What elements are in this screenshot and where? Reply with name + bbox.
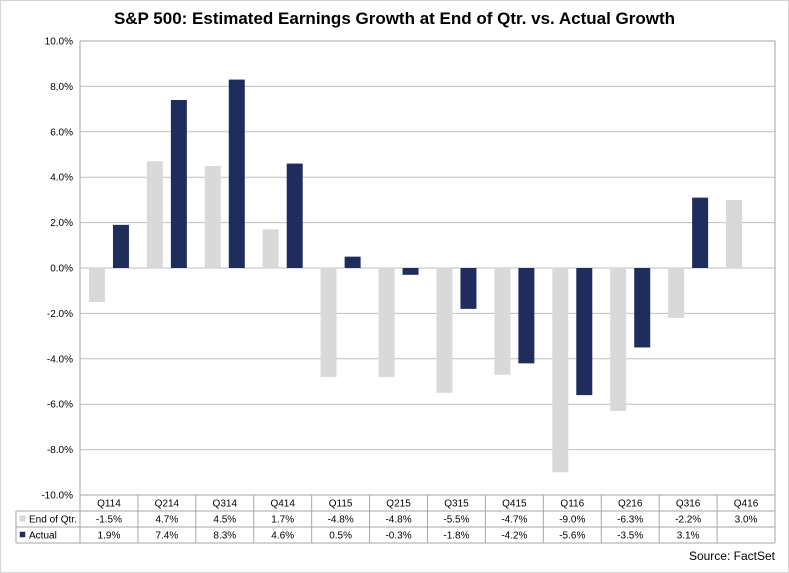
- source-note: Source: FactSet: [688, 549, 775, 563]
- bar-actual: [112, 224, 129, 268]
- data-label: -9.0%: [559, 515, 585, 526]
- legend-label: End of Qtr.: [29, 515, 77, 526]
- data-label: -4.7%: [501, 515, 527, 526]
- data-label: -4.8%: [385, 515, 411, 526]
- data-label: -1.5%: [96, 515, 122, 526]
- category-label: Q116: [560, 499, 584, 510]
- legend-key: [19, 515, 26, 522]
- category-label: Q216: [618, 499, 643, 510]
- bar-end-of-qtr: [204, 165, 221, 268]
- bar-end-of-qtr: [494, 268, 511, 375]
- bar-end-of-qtr: [552, 268, 569, 473]
- data-label: -1.8%: [443, 531, 469, 542]
- data-label: 3.1%: [677, 531, 700, 542]
- category-label: Q114: [97, 499, 121, 510]
- bar-actual: [228, 79, 245, 268]
- bar-end-of-qtr: [88, 268, 105, 303]
- y-tick-label: 2.0%: [50, 218, 73, 229]
- bar-actual: [576, 268, 593, 396]
- category-label: Q416: [734, 499, 759, 510]
- bar-end-of-qtr: [262, 229, 279, 268]
- bar-end-of-qtr: [378, 268, 395, 377]
- data-label: -4.2%: [501, 531, 527, 542]
- bar-end-of-qtr: [668, 268, 685, 318]
- data-label: -2.2%: [675, 515, 701, 526]
- bar-end-of-qtr: [436, 268, 453, 393]
- data-label: 4.5%: [213, 515, 236, 526]
- y-tick-label: 8.0%: [50, 82, 73, 93]
- bar-actual: [170, 100, 187, 269]
- data-label: -0.3%: [385, 531, 411, 542]
- y-tick-label: 10.0%: [45, 37, 73, 48]
- bar-end-of-qtr: [610, 268, 627, 412]
- data-label: 4.7%: [155, 515, 178, 526]
- data-label: -4.8%: [328, 515, 354, 526]
- category-label: Q316: [676, 499, 701, 510]
- y-tick-label: -10.0%: [41, 491, 73, 502]
- y-tick-label: 4.0%: [50, 173, 73, 184]
- category-label: Q415: [502, 499, 527, 510]
- bar-actual: [286, 163, 303, 268]
- category-label: Q314: [213, 499, 238, 510]
- category-label: Q115: [329, 499, 353, 510]
- bar-actual: [518, 268, 535, 364]
- y-tick-label: 6.0%: [50, 127, 73, 138]
- bar-actual: [692, 197, 709, 268]
- legend-key: [19, 531, 26, 538]
- data-label: 1.7%: [271, 515, 294, 526]
- y-tick-label: -2.0%: [47, 309, 73, 320]
- bar-actual: [402, 268, 419, 275]
- category-label: Q214: [155, 499, 180, 510]
- legend-label: Actual: [29, 531, 57, 542]
- data-label: -5.6%: [559, 531, 585, 542]
- bar-end-of-qtr: [726, 199, 743, 268]
- data-label: 8.3%: [213, 531, 236, 542]
- data-label: 0.5%: [329, 531, 352, 542]
- bar-end-of-qtr: [320, 268, 337, 377]
- category-label: Q215: [386, 499, 411, 510]
- bar-actual: [344, 256, 361, 268]
- category-label: Q315: [444, 499, 469, 510]
- data-label: 4.6%: [271, 531, 294, 542]
- y-tick-label: -4.0%: [47, 354, 73, 365]
- data-label: -3.5%: [617, 531, 643, 542]
- data-label: 7.4%: [155, 531, 178, 542]
- bar-end-of-qtr: [146, 161, 163, 268]
- y-tick-label: -6.0%: [47, 400, 73, 411]
- data-label: -6.3%: [617, 515, 643, 526]
- data-label: -5.5%: [443, 515, 469, 526]
- chart-title: S&P 500: Estimated Earnings Growth at En…: [113, 9, 676, 28]
- y-tick-label: 0.0%: [50, 264, 73, 275]
- category-label: Q414: [270, 499, 295, 510]
- data-label: 3.0%: [735, 515, 758, 526]
- bar-actual: [634, 268, 651, 348]
- data-label: 1.9%: [98, 531, 121, 542]
- bar-actual: [460, 268, 477, 309]
- y-tick-label: -8.0%: [47, 445, 73, 456]
